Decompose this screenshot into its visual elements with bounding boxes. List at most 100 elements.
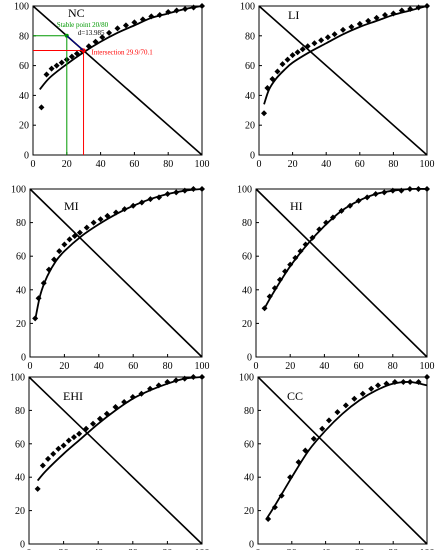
data-point — [76, 229, 83, 236]
data-point — [164, 191, 171, 198]
data-point — [34, 485, 41, 492]
distance-label: d=13.985 — [78, 29, 105, 37]
y-tick-label: 40 — [15, 473, 25, 484]
fitted-curve — [265, 381, 428, 520]
data-point — [51, 256, 58, 263]
data-point — [90, 420, 97, 427]
x-tick-label: 80 — [388, 159, 398, 170]
data-point — [165, 8, 172, 15]
data-point — [58, 59, 65, 66]
y-tick-label: 0 — [20, 540, 25, 550]
data-point — [71, 233, 78, 240]
y-tick-label: 20 — [16, 319, 26, 330]
data-point — [266, 293, 273, 300]
x-tick-label: 80 — [163, 159, 173, 170]
data-point — [147, 196, 154, 203]
data-point — [131, 19, 138, 26]
data-point — [104, 212, 111, 219]
data-point — [415, 379, 422, 386]
x-tick-label: 60 — [355, 159, 365, 170]
x-tick-label: 20 — [285, 361, 295, 372]
data-point — [294, 49, 301, 56]
data-point — [342, 402, 349, 409]
data-point — [261, 305, 268, 312]
y-tick-label: 100 — [239, 373, 254, 384]
data-point — [265, 515, 272, 522]
data-point — [113, 209, 119, 216]
data-point — [129, 394, 136, 401]
data-point — [311, 40, 318, 47]
data-point — [373, 14, 380, 21]
x-tick-label: 100 — [195, 159, 210, 170]
plot-frame — [257, 376, 428, 545]
x-tick-label: 40 — [321, 548, 331, 550]
data-point — [302, 241, 309, 248]
panel-li: 0 20 40 60 80 100 0 20 40 60 80 100 LI — [240, 2, 435, 171]
diagonal-line — [32, 5, 203, 156]
fitted-curve — [263, 187, 428, 309]
data-point — [121, 399, 128, 406]
y-tick-label: 60 — [245, 61, 255, 72]
y-tick-label: 0 — [250, 151, 255, 162]
data-point — [398, 7, 405, 14]
data-point — [35, 295, 42, 302]
x-tick-label: 80 — [388, 548, 398, 550]
x-tick-label: 100 — [420, 159, 435, 170]
data-point — [32, 315, 39, 322]
data-point — [284, 56, 291, 63]
data-point — [278, 492, 285, 499]
y-tick-label: 20 — [244, 506, 254, 517]
data-point — [382, 11, 388, 18]
data-point — [130, 202, 137, 209]
data-point — [365, 17, 372, 24]
y-tick-label: 80 — [244, 406, 254, 417]
x-tick-label: 20 — [59, 548, 69, 550]
data-point — [338, 207, 345, 214]
data-point — [398, 187, 405, 194]
x-tick-label: 0 — [256, 548, 261, 550]
y-tick-label: 100 — [11, 185, 26, 196]
x-tick-label: 20 — [59, 361, 69, 372]
data-point — [424, 374, 430, 380]
data-point — [390, 10, 397, 17]
panel-title: NC — [68, 6, 85, 20]
data-point — [424, 3, 430, 9]
panel-ehi: 0 20 40 60 80 100 0 20 40 60 80 100 EHI — [10, 373, 210, 550]
y-tick-label: 60 — [15, 439, 25, 450]
panel-title: LI — [288, 8, 299, 22]
y-tick-label: 20 — [242, 319, 252, 330]
y-tick-label: 60 — [16, 252, 26, 263]
y-tick-label: 40 — [242, 285, 252, 296]
data-point — [199, 374, 205, 380]
data-point — [156, 194, 162, 201]
y-tick-label: 20 — [19, 121, 29, 132]
data-point — [391, 379, 398, 386]
y-tick-label: 40 — [19, 91, 29, 102]
data-point — [415, 186, 422, 192]
data-point — [156, 11, 163, 18]
data-point — [173, 189, 180, 196]
x-tick-label: 0 — [28, 361, 33, 372]
data-point — [48, 65, 55, 72]
y-tick-label: 0 — [249, 540, 254, 550]
data-point — [39, 462, 46, 469]
data-point — [50, 450, 57, 457]
data-point — [279, 61, 286, 68]
data-point — [309, 234, 316, 241]
data-point — [68, 53, 75, 60]
data-point — [381, 189, 388, 196]
data-point — [66, 236, 73, 243]
data-point — [45, 455, 52, 462]
y-tick-label: 20 — [15, 506, 25, 517]
x-tick-label: 60 — [354, 361, 364, 372]
data-point — [340, 26, 346, 33]
data-point — [264, 84, 271, 91]
fitted-curve — [39, 5, 203, 91]
data-point — [271, 504, 278, 511]
data-point — [96, 415, 103, 422]
data-point — [190, 4, 197, 11]
x-tick-label: 60 — [128, 548, 138, 550]
data-point — [122, 22, 129, 29]
y-tick-label: 60 — [242, 252, 252, 263]
